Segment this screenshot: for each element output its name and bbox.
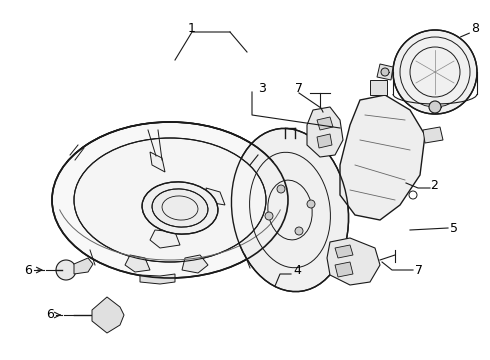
Ellipse shape: [56, 260, 76, 280]
Ellipse shape: [142, 182, 218, 234]
Text: 1: 1: [188, 22, 196, 35]
Ellipse shape: [307, 200, 315, 208]
Ellipse shape: [429, 101, 441, 113]
Ellipse shape: [52, 122, 288, 278]
Polygon shape: [150, 230, 180, 248]
Polygon shape: [340, 95, 425, 220]
Ellipse shape: [152, 189, 208, 227]
Polygon shape: [377, 64, 393, 80]
Ellipse shape: [381, 68, 389, 76]
Ellipse shape: [295, 227, 303, 235]
Polygon shape: [370, 80, 387, 95]
Polygon shape: [335, 262, 353, 277]
Ellipse shape: [393, 30, 477, 114]
Polygon shape: [125, 255, 150, 272]
Text: 7: 7: [415, 264, 423, 276]
Text: 4: 4: [293, 264, 301, 276]
Polygon shape: [182, 255, 208, 273]
Ellipse shape: [74, 138, 266, 262]
Polygon shape: [150, 152, 165, 172]
Polygon shape: [327, 238, 380, 285]
Text: 2: 2: [430, 179, 438, 192]
Polygon shape: [317, 117, 333, 130]
Polygon shape: [317, 134, 332, 148]
Ellipse shape: [277, 185, 285, 193]
Polygon shape: [335, 245, 353, 258]
Polygon shape: [74, 258, 93, 274]
Text: 7: 7: [295, 81, 303, 95]
Polygon shape: [92, 297, 124, 333]
Text: 6: 6: [24, 264, 32, 276]
Text: 3: 3: [258, 81, 266, 95]
Ellipse shape: [265, 212, 273, 220]
Text: 5: 5: [450, 221, 458, 234]
Ellipse shape: [231, 129, 348, 292]
Polygon shape: [206, 188, 225, 205]
Polygon shape: [190, 204, 203, 213]
Text: 8: 8: [471, 22, 479, 35]
Polygon shape: [423, 127, 443, 143]
Text: 6: 6: [46, 309, 54, 321]
Polygon shape: [307, 107, 343, 157]
Polygon shape: [140, 274, 175, 284]
